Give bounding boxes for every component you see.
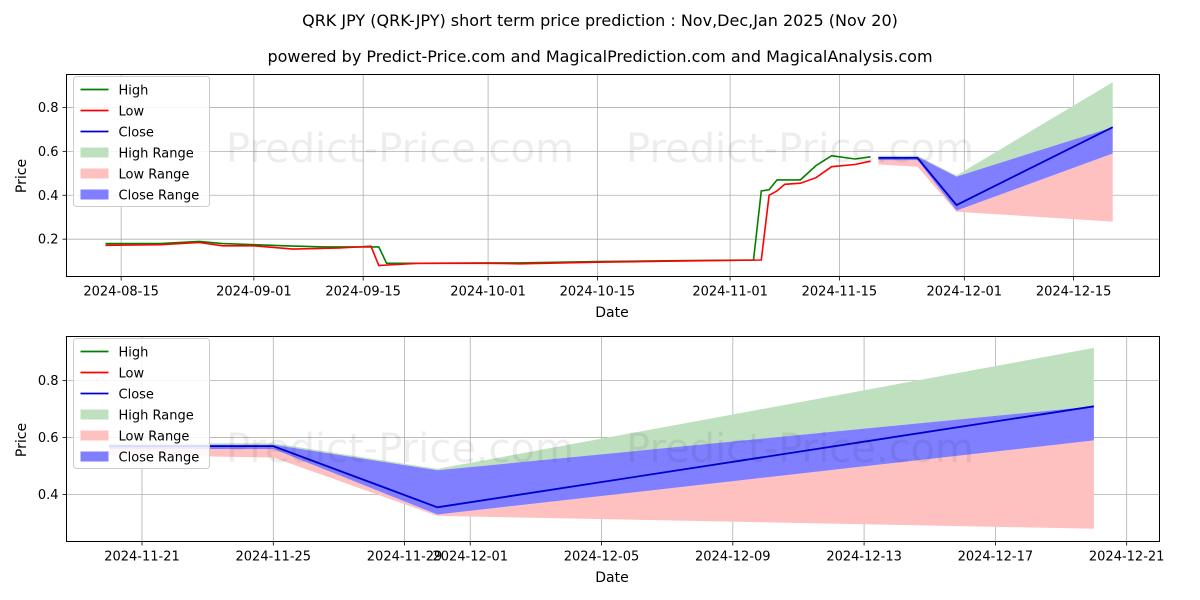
legend-patch-swatch <box>80 409 109 420</box>
legend-entry-label: Low Range <box>119 430 190 445</box>
legend-entry-label: Close <box>119 388 154 403</box>
y-tick-label: 0.6 <box>38 145 59 160</box>
x-tick-label: 2024-12-09 <box>695 550 771 565</box>
x-tick-label: 2024-12-15 <box>1036 285 1112 300</box>
y-tick-label: 0.4 <box>38 189 59 204</box>
legend-entry-label: Close Range <box>119 189 200 204</box>
legend-entry-label: Low Range <box>119 168 190 183</box>
top-watermark-1: Predict-Price.com <box>226 126 574 172</box>
low-line <box>105 160 871 267</box>
y-tick-label: 0.2 <box>38 233 59 248</box>
x-tick-label: 2024-09-15 <box>325 285 401 300</box>
legend-entry-label: High <box>119 346 149 361</box>
top-watermark-2: Predict-Price.com <box>626 126 974 172</box>
legend-entry-label: Low <box>119 367 145 382</box>
high-range-area <box>878 82 1113 177</box>
bottom-x-axis-ticks: 2024-11-21 2024-11-25 2024-11-292024-12-01… <box>104 541 1165 565</box>
low-range-area <box>878 153 1113 222</box>
x-tick-label: 2024-12-13 <box>826 550 902 565</box>
x-tick-label: 2024-10-15 <box>560 285 636 300</box>
legend-entry-label: High <box>119 84 149 99</box>
legend-entry-label: High Range <box>119 147 194 162</box>
chart-subtitle: powered by Predict-Price.com and Magical… <box>267 47 932 66</box>
bottom-watermark-1: Predict-Price.com <box>226 426 574 472</box>
legend-patch-swatch <box>80 147 109 158</box>
top-chart: Predict-Price.com Predict-Price.com 2024… <box>14 74 1160 321</box>
legend-entry-label: High Range <box>119 409 194 424</box>
x-tick-label: 2024-12-01 <box>927 285 1003 300</box>
x-tick-label: 2024-11-25 <box>236 550 312 565</box>
x-tick-label: 2024-11-21 <box>104 550 180 565</box>
top-series-lines <box>105 126 1114 267</box>
x-tick-label: 2024-11-01 <box>692 285 768 300</box>
top-plot-border <box>66 74 1160 277</box>
top-y-axis-label: Price <box>14 159 30 193</box>
bottom-x-axis-label: Date <box>595 570 628 586</box>
low-range-area <box>109 440 1094 529</box>
top-legend: High Low Close High Range Low Range Close Ran… <box>73 76 210 207</box>
x-tick-label: 2024-12-21 <box>1089 550 1165 565</box>
x-tick-label: 2024-11-15 <box>802 285 878 300</box>
bottom-watermark-2: Predict-Price.com <box>626 426 974 472</box>
high-range-area <box>109 347 1094 471</box>
top-y-axis-ticks: 0.2 0.4 0.6 0.8 <box>38 101 67 248</box>
legend-patch-swatch <box>80 430 109 441</box>
legend-patch-swatch <box>80 189 109 200</box>
bottom-range-areas <box>109 347 1094 529</box>
bottom-y-axis-ticks: 0.4 0.6 0.8 <box>38 374 67 503</box>
bottom-chart: Predict-Price.com Predict-Price.com 2024… <box>14 336 1165 586</box>
high-line <box>105 154 871 265</box>
x-tick-label: 2024-10-01 <box>450 285 526 300</box>
y-tick-label: 0.4 <box>38 488 59 503</box>
x-tick-label: 2024-12-05 <box>564 550 640 565</box>
legend-patch-swatch <box>80 451 109 462</box>
bottom-plot-border <box>66 336 1160 542</box>
x-tick-label: 2024-12-01 <box>432 550 508 565</box>
top-x-axis-label: Date <box>595 305 628 321</box>
x-tick-label: 2024-11-29 <box>367 550 443 565</box>
legend-patch-swatch <box>80 168 109 179</box>
top-range-areas <box>878 82 1113 222</box>
legend-entry-label: Close Range <box>119 451 200 466</box>
bottom-legend: High Low Close High Range Low Range Close Ran… <box>73 338 210 469</box>
y-tick-label: 0.8 <box>38 101 59 116</box>
close-line <box>878 126 1114 207</box>
x-tick-label: 2024-08-15 <box>83 285 159 300</box>
y-tick-label: 0.8 <box>38 374 59 389</box>
top-x-axis-ticks: 2024-08-15 2024-09-01 2024-09-15 2024-10-01… <box>83 276 1112 300</box>
chart-title: QRK JPY (QRK-JPY) short term price predi… <box>302 11 898 30</box>
bottom-y-axis-label: Price <box>14 423 30 457</box>
legend-entry-label: Low <box>119 105 145 120</box>
close-range-area <box>109 406 1094 515</box>
y-tick-label: 0.6 <box>38 431 59 446</box>
x-tick-label: 2024-12-17 <box>958 550 1034 565</box>
x-tick-label: 2024-09-01 <box>216 285 292 300</box>
legend-entry-label: Close <box>119 126 154 141</box>
close-range-area <box>878 127 1113 211</box>
